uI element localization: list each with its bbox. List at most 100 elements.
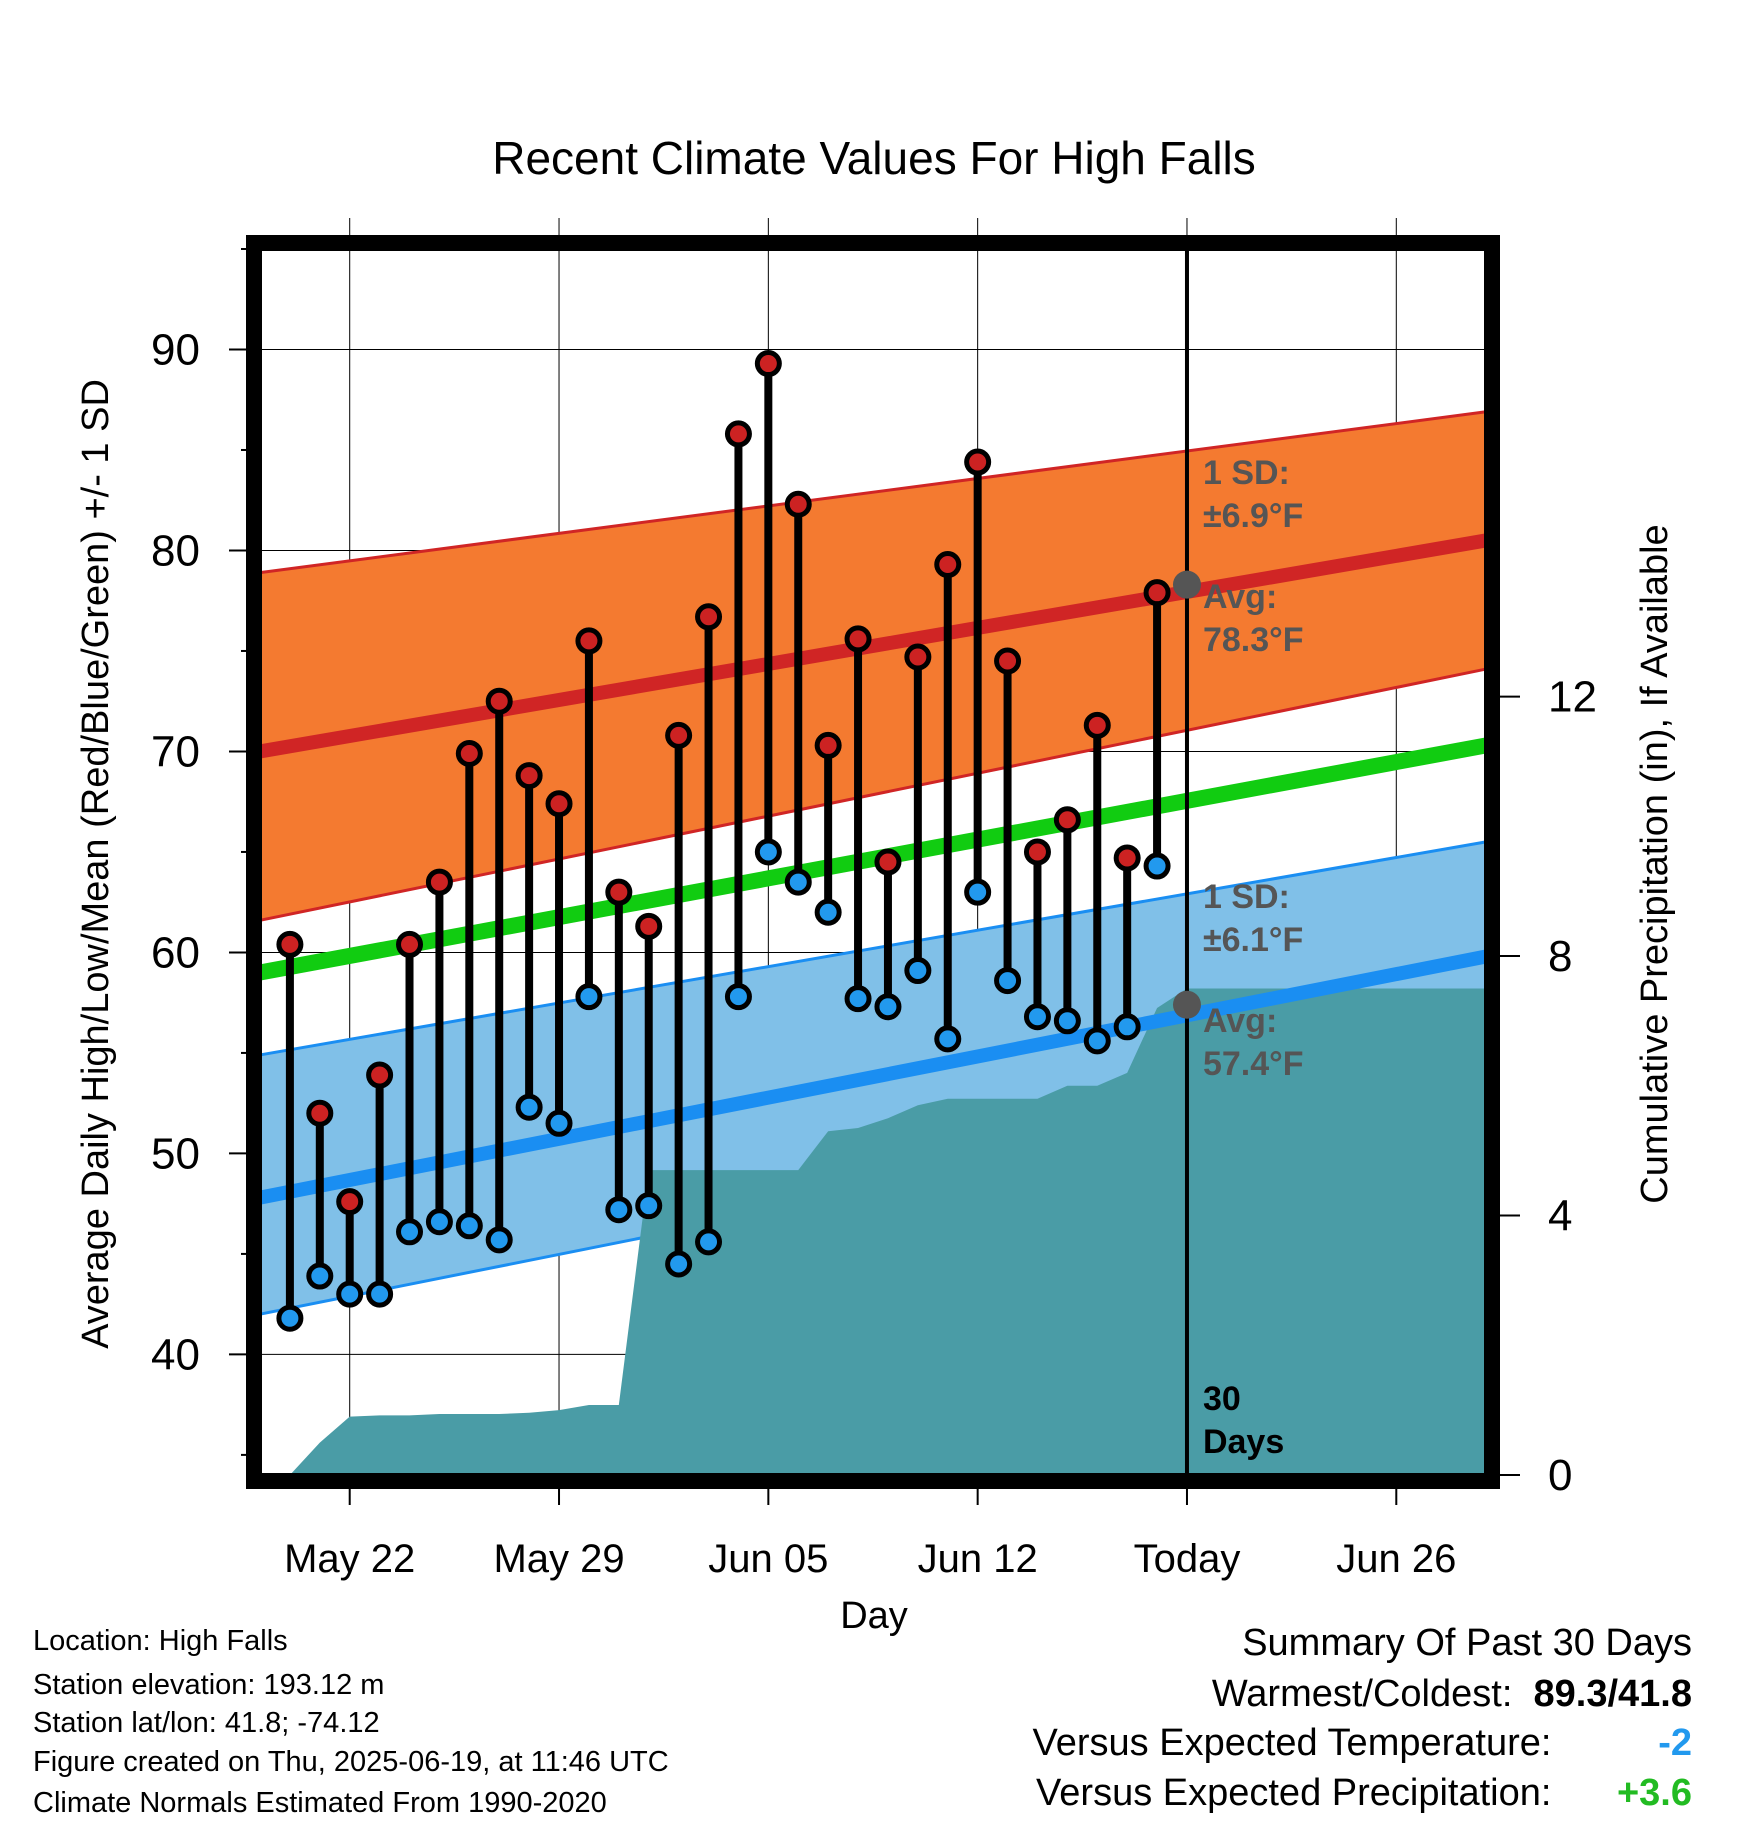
plot-frame (246, 235, 1500, 1489)
plot-border (246, 235, 1500, 1489)
y2-axis-label: Cumulative Precipitation (in), If Availa… (1634, 524, 1676, 1203)
y-tick-label: 80 (151, 526, 200, 575)
y-tick-label: 50 (151, 1129, 200, 1178)
low-point (1143, 852, 1171, 880)
summary-precip-value: +3.6 (1616, 1772, 1692, 1814)
today-low-avg-marker (1172, 990, 1201, 1019)
low-point (904, 957, 932, 985)
low-point (665, 1250, 693, 1278)
high-point (724, 420, 752, 448)
y-tick-label: 40 (151, 1330, 200, 1379)
info-created: Figure created on Thu, 2025-06-19, at 11… (33, 1746, 669, 1778)
low-avg-value: 57.4°F (1203, 1045, 1304, 1083)
high-point (1023, 838, 1051, 866)
low-point (784, 868, 812, 896)
high-point (904, 643, 932, 671)
summary-temp-value: -2 (1658, 1722, 1692, 1764)
high-point (425, 868, 453, 896)
x-axis-label: Day (840, 1595, 908, 1637)
low-point (1053, 1007, 1081, 1035)
low-point (934, 1025, 962, 1053)
y-tick-label: 60 (151, 928, 200, 977)
low-point (366, 1280, 394, 1308)
high-point (336, 1188, 364, 1216)
high-point (1053, 806, 1081, 834)
period-label-unit: Days (1203, 1423, 1284, 1461)
summary-precip-label: Versus Expected Precipitation: (1036, 1772, 1552, 1814)
high-point (754, 350, 782, 378)
low-point (545, 1109, 573, 1137)
low-point (1023, 1003, 1051, 1031)
today-high-avg-marker (1172, 570, 1201, 599)
summary-temp-label: Versus Expected Temperature: (1032, 1722, 1552, 1764)
high-point (366, 1061, 394, 1089)
high-sd-value: ±6.9°F (1203, 497, 1303, 535)
high-point (485, 687, 513, 715)
high-point (455, 739, 483, 767)
summary-heading: Summary Of Past 30 Days (1242, 1622, 1692, 1664)
y2-tick-label: 4 (1548, 1192, 1572, 1241)
high-point (784, 490, 812, 518)
low-point (1083, 1027, 1111, 1055)
low-point (994, 967, 1022, 995)
high-point (994, 647, 1022, 675)
y2-tick-label: 8 (1548, 932, 1572, 981)
low-point (276, 1304, 304, 1332)
y-tick-label: 70 (151, 727, 200, 776)
low-normal-line (258, 949, 1488, 1205)
high-avg-value: 78.3°F (1203, 621, 1304, 659)
high-point (635, 912, 663, 940)
x-tick-label: May 29 (493, 1537, 624, 1581)
info-latlon: Station lat/lon: 41.8; -74.12 (33, 1707, 380, 1739)
high-avg-label: Avg: (1203, 578, 1277, 616)
high-point (964, 448, 992, 476)
info-location: Location: High Falls (33, 1625, 288, 1657)
y2-tick-label: 12 (1548, 673, 1597, 722)
high-point (276, 930, 304, 958)
y2-tick-label: 0 (1548, 1451, 1572, 1500)
y-tick-label: 90 (151, 325, 200, 374)
low-point (455, 1212, 483, 1240)
low-point (485, 1226, 513, 1254)
low-point (964, 878, 992, 906)
info-elevation: Station elevation: 193.12 m (33, 1669, 385, 1701)
summary-precip: Versus Expected Precipitation: +3.6 (1036, 1774, 1692, 1812)
high-point (665, 721, 693, 749)
high-point (695, 603, 723, 631)
daily-points (276, 350, 1171, 1332)
low-point (575, 983, 603, 1011)
high-point (1083, 711, 1111, 739)
low-point (336, 1280, 364, 1308)
high-point (1143, 579, 1171, 607)
x-tick-label: Jun 26 (1336, 1537, 1456, 1581)
high-point (605, 878, 633, 906)
x-tick-label: May 22 (284, 1537, 415, 1581)
low-point (724, 983, 752, 1011)
high-point (545, 790, 573, 818)
high-sd-label: 1 SD: (1203, 454, 1290, 492)
low-point (754, 838, 782, 866)
daily-range-stems (285, 363, 1162, 1319)
summary-warm-cold-value: 89.3/41.8 (1533, 1673, 1692, 1715)
normal-lines (258, 533, 1488, 1205)
low-avg-label: Avg: (1203, 1002, 1277, 1040)
high-point (844, 625, 872, 653)
low-point (695, 1228, 723, 1256)
summary-warm-cold-label: Warmest/Coldest: (1211, 1673, 1513, 1715)
low-point (306, 1262, 334, 1290)
x-tick-label: Today (1134, 1537, 1241, 1581)
high-point (515, 762, 543, 790)
high-point (874, 848, 902, 876)
low-band-upper-edge (259, 840, 1487, 1057)
mean-normal-line (258, 737, 1488, 981)
x-tick-label: Jun 12 (918, 1537, 1038, 1581)
chart-title: Recent Climate Values For High Falls (492, 132, 1256, 184)
low-point (515, 1093, 543, 1121)
summary-warm-cold: Warmest/Coldest: 89.3/41.8 (1212, 1675, 1692, 1713)
high-point (934, 551, 962, 579)
low-sd-value: ±6.1°F (1203, 921, 1303, 959)
low-sd-label: 1 SD: (1203, 878, 1290, 916)
summary-temp: Versus Expected Temperature: -2 (1033, 1724, 1692, 1762)
x-tick-label: Jun 05 (708, 1537, 828, 1581)
